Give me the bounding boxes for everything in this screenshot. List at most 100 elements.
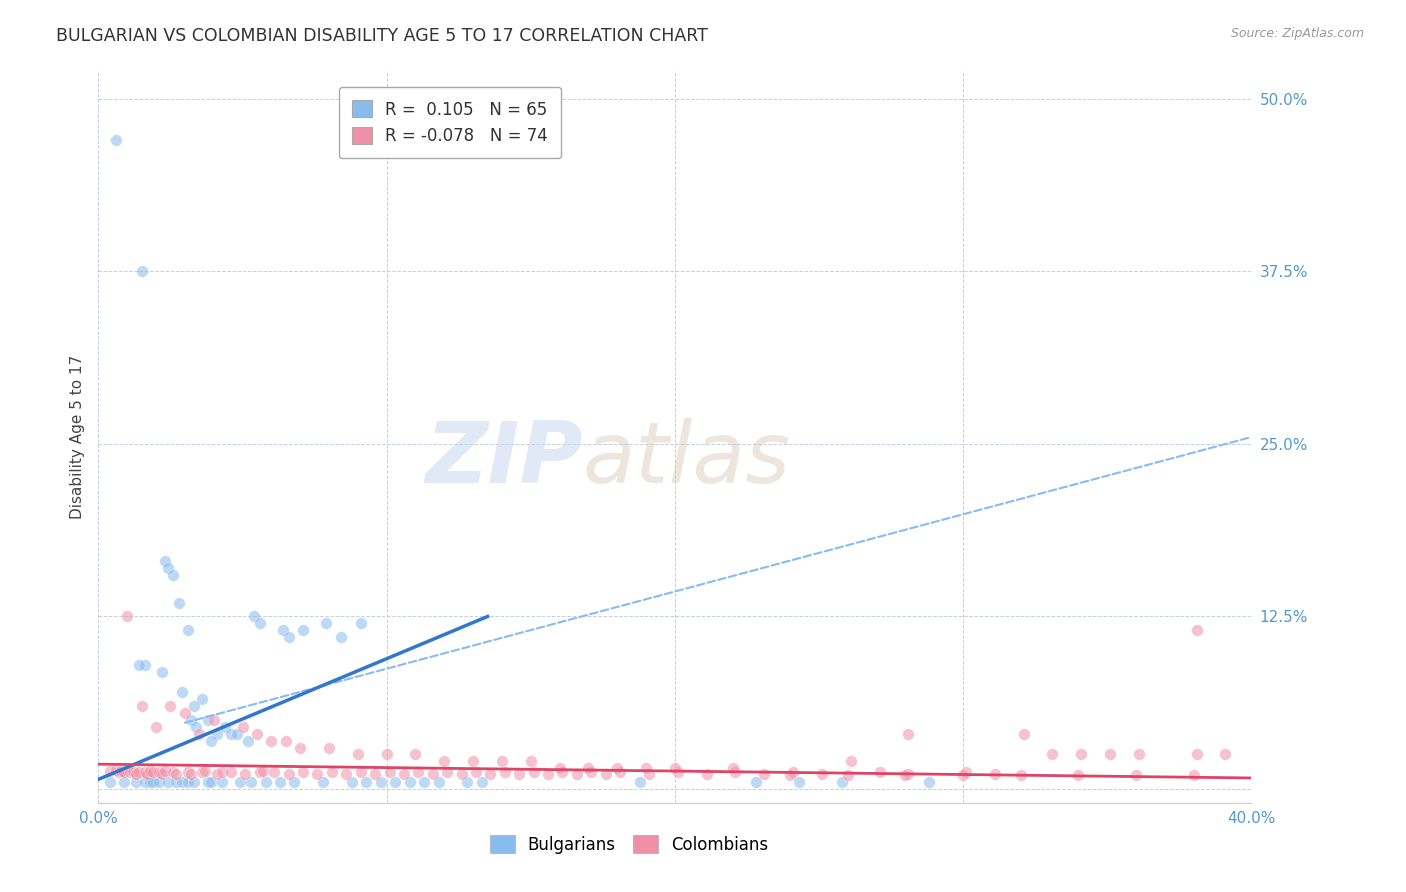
Point — [125, 767, 148, 781]
Point — [283, 775, 305, 789]
Point — [167, 596, 190, 610]
Point — [263, 765, 285, 780]
Point — [156, 775, 179, 789]
Point — [666, 765, 689, 780]
Point — [219, 727, 242, 741]
Point — [491, 755, 513, 769]
Point — [565, 767, 588, 781]
Point — [148, 765, 170, 780]
Point — [609, 765, 631, 780]
Point — [219, 765, 242, 780]
Point — [117, 609, 139, 624]
Point — [1185, 624, 1208, 638]
Point — [1099, 747, 1122, 762]
Point — [537, 767, 560, 781]
Point — [156, 561, 179, 575]
Point — [153, 764, 176, 778]
Text: atlas: atlas — [582, 417, 790, 500]
Point — [260, 733, 283, 747]
Point — [246, 727, 269, 741]
Point — [869, 765, 891, 780]
Point — [231, 720, 254, 734]
Point — [134, 775, 156, 789]
Point — [952, 768, 974, 782]
Point — [398, 775, 420, 789]
Point — [465, 765, 488, 780]
Point — [581, 765, 603, 780]
Point — [811, 767, 834, 781]
Point — [984, 767, 1007, 781]
Point — [335, 767, 357, 781]
Point — [142, 765, 165, 780]
Point — [243, 609, 266, 624]
Point — [104, 133, 127, 147]
Point — [254, 775, 277, 789]
Point — [837, 768, 859, 782]
Point — [183, 775, 205, 789]
Point — [148, 775, 170, 789]
Point — [142, 775, 165, 789]
Point — [696, 767, 718, 781]
Point — [427, 775, 450, 789]
Point — [636, 761, 658, 775]
Point — [290, 740, 312, 755]
Point — [200, 733, 222, 747]
Point — [450, 767, 472, 781]
Point — [177, 775, 200, 789]
Point — [292, 765, 315, 780]
Point — [194, 764, 217, 778]
Point — [1042, 747, 1064, 762]
Point — [456, 775, 478, 789]
Point — [1182, 768, 1205, 782]
Point — [180, 767, 202, 781]
Point — [225, 727, 247, 741]
Point — [269, 775, 291, 789]
Point — [384, 775, 406, 789]
Point — [628, 775, 651, 789]
Point — [433, 755, 456, 769]
Point — [162, 765, 184, 780]
Point — [112, 765, 135, 780]
Point — [494, 765, 516, 780]
Point — [238, 733, 260, 747]
Point — [897, 767, 920, 781]
Point — [664, 761, 686, 775]
Point — [307, 767, 329, 781]
Point — [551, 765, 574, 780]
Point — [782, 765, 804, 780]
Point — [274, 733, 297, 747]
Point — [136, 767, 159, 781]
Point — [177, 624, 200, 638]
Point — [1125, 768, 1147, 782]
Point — [150, 665, 173, 679]
Point — [131, 699, 153, 714]
Point — [235, 767, 257, 781]
Point — [779, 768, 801, 782]
Point — [162, 568, 184, 582]
Point — [205, 767, 228, 781]
Point — [202, 713, 225, 727]
Point — [408, 765, 430, 780]
Point — [1070, 747, 1092, 762]
Point — [422, 767, 444, 781]
Point — [145, 720, 167, 734]
Point — [370, 775, 392, 789]
Point — [461, 755, 484, 769]
Point — [787, 775, 810, 789]
Point — [724, 765, 747, 780]
Point — [356, 775, 378, 789]
Point — [180, 713, 202, 727]
Point — [277, 630, 299, 644]
Point — [744, 775, 766, 789]
Point — [346, 747, 368, 762]
Point — [523, 765, 546, 780]
Point — [120, 765, 142, 780]
Point — [110, 764, 132, 778]
Point — [134, 765, 156, 780]
Point — [186, 720, 208, 734]
Point — [312, 775, 335, 789]
Point — [211, 775, 233, 789]
Point — [205, 727, 228, 741]
Point — [1185, 747, 1208, 762]
Point — [98, 775, 121, 789]
